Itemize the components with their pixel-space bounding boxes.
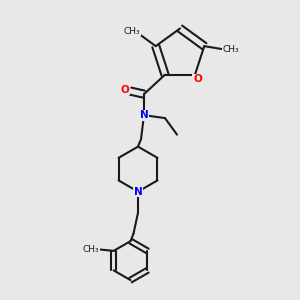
Text: CH₃: CH₃ — [223, 45, 240, 54]
Text: O: O — [121, 85, 130, 94]
Text: N: N — [134, 187, 142, 196]
Text: CH₃: CH₃ — [83, 245, 99, 254]
Text: O: O — [193, 74, 202, 84]
Text: CH₃: CH₃ — [123, 27, 140, 36]
Text: N: N — [140, 110, 148, 120]
